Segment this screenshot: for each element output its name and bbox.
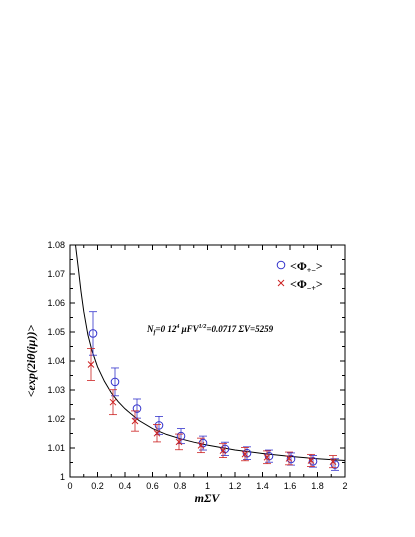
annotation-nf-value: =0 12 bbox=[156, 324, 177, 334]
data-point-cross bbox=[87, 361, 95, 368]
data-point-cross bbox=[263, 453, 271, 461]
data-point-circle bbox=[242, 448, 252, 458]
data-point-cross bbox=[285, 455, 293, 462]
x-tick-label: 0.4 bbox=[119, 481, 132, 491]
data-point-cross bbox=[109, 398, 117, 406]
y-tick-label: 1.08 bbox=[47, 240, 65, 250]
y-axis-label: <exp(2iθ(iμ))> bbox=[24, 325, 38, 398]
data-point-cross bbox=[131, 417, 139, 425]
fit-curve-layer bbox=[75, 244, 346, 461]
data-point-circle bbox=[286, 454, 296, 464]
data-point-cross bbox=[307, 457, 315, 464]
x-axis-ticks: 0 0.2 0.4 0.6 0.8 1 1.2 1.4 1.6 1.8 2 bbox=[67, 245, 348, 491]
y-tick-label: 1.04 bbox=[47, 356, 65, 366]
x-tick-label: 1.8 bbox=[311, 481, 324, 491]
annotation-nf-sup: 4 bbox=[175, 324, 179, 330]
x-tick-label: 1.2 bbox=[229, 481, 242, 491]
data-point-cross bbox=[197, 442, 205, 449]
data-point-circle bbox=[330, 460, 340, 469]
fit-curve bbox=[75, 244, 346, 461]
data-point-circle bbox=[88, 329, 98, 338]
annotation-nf-sub: f bbox=[154, 330, 157, 336]
data-point-cross bbox=[175, 438, 183, 446]
x-tick-label: 1.4 bbox=[256, 481, 269, 491]
y-tick-label: 1.03 bbox=[47, 385, 65, 395]
x-tick-label: 1.6 bbox=[284, 481, 297, 491]
y-tick-label: 1.02 bbox=[47, 414, 65, 424]
x-tick-label: 2 bbox=[342, 481, 347, 491]
annotation-mu-value: =0.0717 ΣV=5259 bbox=[206, 324, 273, 334]
y-tick-label: 1.06 bbox=[47, 298, 65, 308]
y-tick-label: 1.05 bbox=[47, 327, 65, 337]
series-phi-minus-plus bbox=[87, 348, 337, 469]
data-point-circle bbox=[308, 457, 318, 466]
data-point-circle bbox=[154, 421, 164, 430]
x-tick-label: 0 bbox=[67, 481, 72, 491]
legend-label-phi-plus-minus: <Φ+−> bbox=[290, 259, 323, 275]
x-tick-label: 0.6 bbox=[146, 481, 159, 491]
y-axis-ticks: 1 1.01 1.02 1.03 1.04 1.05 1.06 1.07 1.08 bbox=[47, 240, 345, 482]
data-point-cross bbox=[329, 458, 337, 465]
data-point-circle bbox=[110, 377, 120, 387]
legend: <Φ+−> <Φ−+> bbox=[276, 259, 323, 293]
x-tick-label: 1 bbox=[205, 481, 210, 491]
data-point-cross bbox=[219, 447, 227, 454]
y-tick-label: 1.01 bbox=[47, 443, 65, 453]
annotation-nf: N bbox=[146, 324, 154, 334]
data-point-cross bbox=[241, 450, 249, 458]
series-phi-plus-minus bbox=[88, 311, 340, 471]
chart-annotation: Nf=0 124 μFV1/2=0.0717 ΣV=5259 bbox=[146, 324, 274, 336]
y-tick-label: 1.07 bbox=[47, 269, 65, 279]
legend-marker-cross bbox=[277, 279, 285, 287]
x-tick-label: 0.8 bbox=[174, 481, 187, 491]
x-axis-label: mΣV bbox=[195, 491, 221, 505]
y-tick-label: 1 bbox=[60, 472, 65, 482]
legend-marker-circle bbox=[276, 260, 286, 270]
data-series-layer bbox=[87, 311, 340, 471]
annotation-mu: μFV bbox=[179, 324, 199, 334]
x-tick-label: 0.2 bbox=[91, 481, 104, 491]
data-point-cross bbox=[153, 429, 161, 437]
annotation-mu-sup: 1/2 bbox=[199, 324, 207, 330]
legend-label-phi-minus-plus: <Φ−+> bbox=[290, 277, 323, 293]
data-point-circle bbox=[132, 404, 142, 413]
